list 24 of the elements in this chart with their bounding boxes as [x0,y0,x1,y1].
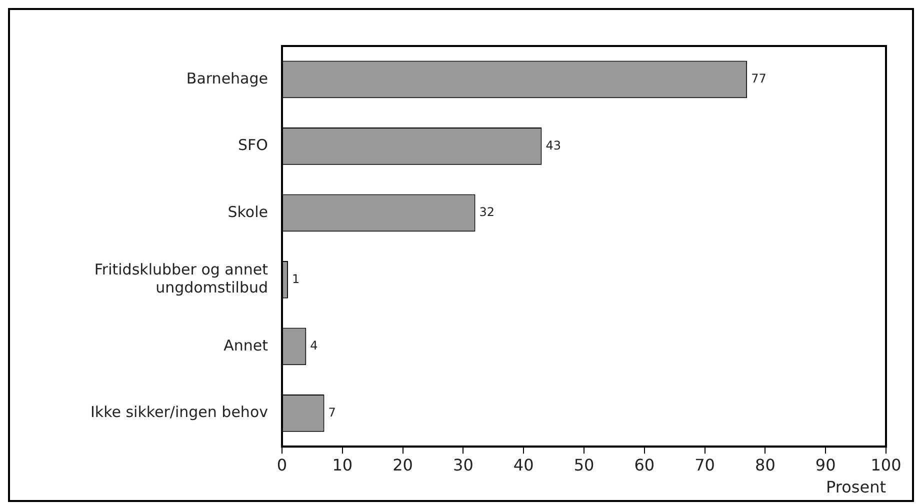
x-tick-label: 50 [574,455,594,474]
data-label: 4 [310,338,318,353]
data-label: 7 [328,405,336,420]
x-tick-label: 80 [755,455,776,474]
x-tick-label: 30 [453,455,474,474]
y-tick-label: Ikke sikker/ingen behov [90,403,268,422]
x-tick-label: 40 [513,455,534,474]
y-tick-label: SFO [238,136,268,154]
data-label: 32 [479,205,495,220]
x-tick-label: 60 [634,455,655,474]
x-tick-label: 10 [332,455,353,474]
x-tick-label: 0 [276,455,288,474]
x-tick-label: 100 [870,455,902,474]
x-tick-label: 20 [392,455,413,474]
y-tick-label: Barnehage [186,69,268,88]
y-tick-label: Annet [224,336,268,354]
x-tick-label: 90 [815,455,836,474]
y-tick-label: Fritidsklubber og annet ungdomstilbud [94,260,268,297]
x-axis-title: Prosent [826,478,886,497]
x-tick-label: 70 [694,455,715,474]
data-label: 1 [292,272,300,286]
data-label: 43 [546,138,561,152]
data-label: 77 [751,72,766,86]
y-tick-label: Skole [228,202,268,221]
